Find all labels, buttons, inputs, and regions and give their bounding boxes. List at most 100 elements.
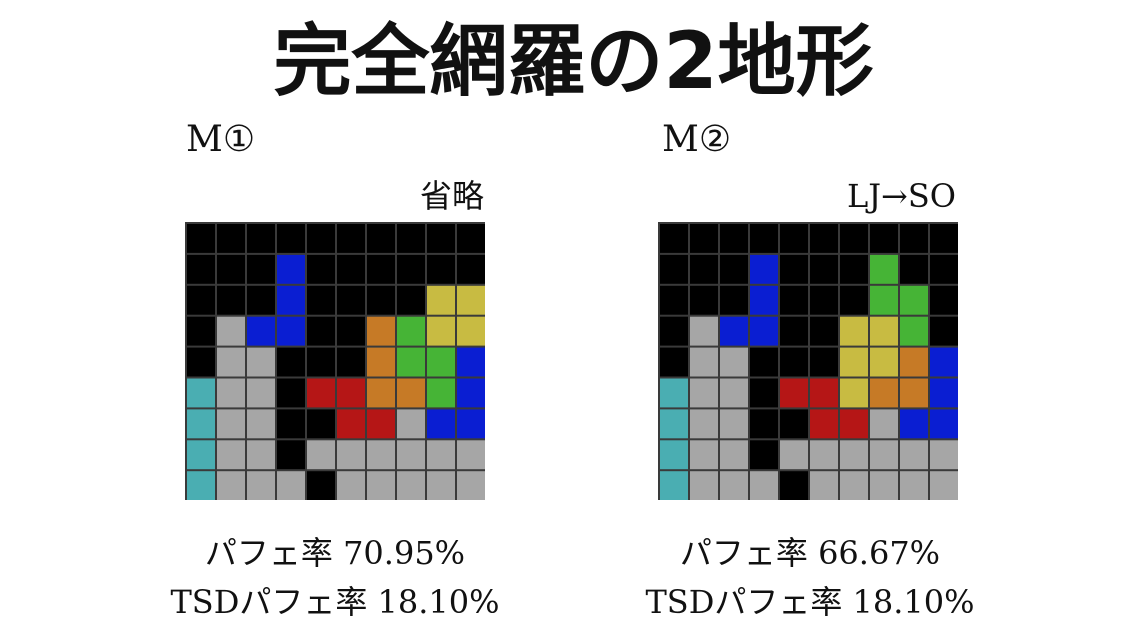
board-cell <box>337 347 365 377</box>
board-cell <box>277 285 305 315</box>
board-cell <box>780 254 808 284</box>
board-cell <box>870 409 898 439</box>
board-cell <box>780 409 808 439</box>
board-cell <box>660 347 688 377</box>
board-cell <box>397 471 425 500</box>
board-cell <box>780 224 808 253</box>
tetris-board <box>658 222 958 500</box>
board-cell <box>810 440 838 470</box>
board-cell <box>690 316 718 346</box>
board-cell <box>397 285 425 315</box>
board-cell <box>930 409 958 439</box>
board-cell <box>750 347 778 377</box>
board-cell <box>427 316 455 346</box>
board-cell <box>457 440 485 470</box>
board-cell <box>277 440 305 470</box>
board-cell <box>457 409 485 439</box>
board-cell <box>780 285 808 315</box>
board-cell <box>690 224 718 253</box>
board-cell <box>307 347 335 377</box>
board-cell <box>187 440 215 470</box>
board-cell <box>750 316 778 346</box>
board-cell <box>810 254 838 284</box>
board-cell <box>427 440 455 470</box>
board-cell <box>337 316 365 346</box>
board-cell <box>810 224 838 253</box>
board-cell <box>187 254 215 284</box>
board-cell <box>457 471 485 500</box>
board-cell <box>277 347 305 377</box>
board-cell <box>900 224 928 253</box>
board-cell <box>367 316 395 346</box>
board-cell <box>427 285 455 315</box>
board-cell <box>247 378 275 408</box>
board-cell <box>397 347 425 377</box>
board-cell <box>750 471 778 500</box>
board-cell <box>247 254 275 284</box>
board-cell <box>247 471 275 500</box>
board-cell <box>690 440 718 470</box>
board-cell <box>720 347 748 377</box>
perfect-clear-rate: パフェ率 70.95% <box>204 534 466 572</box>
board-cell <box>307 316 335 346</box>
board-cell <box>720 378 748 408</box>
tsd-perfect-clear-rate: TSDパフェ率 18.10% <box>170 583 500 621</box>
board-cell <box>840 224 868 253</box>
board-cell <box>720 409 748 439</box>
tsd-perfect-clear-rate: TSDパフェ率 18.10% <box>645 583 975 621</box>
board-cell <box>900 440 928 470</box>
board-cell <box>900 409 928 439</box>
board-cell <box>427 471 455 500</box>
board-cell <box>690 409 718 439</box>
board-cell <box>840 440 868 470</box>
board-cell <box>307 440 335 470</box>
board-cell <box>660 378 688 408</box>
board-cell <box>840 285 868 315</box>
panel-label: M② <box>662 119 732 160</box>
board-cell <box>397 224 425 253</box>
board-cell <box>780 378 808 408</box>
tetris-board <box>185 222 485 500</box>
board-cell <box>660 224 688 253</box>
board-cell <box>397 440 425 470</box>
board-cell <box>307 224 335 253</box>
board-cell <box>367 224 395 253</box>
board-cell <box>457 224 485 253</box>
panel-m1: M① 省略 パフェ率 70.95% TSDパフェ率 18.10% <box>0 0 499 642</box>
board-cell <box>660 440 688 470</box>
board-cell <box>690 378 718 408</box>
board-cell <box>870 347 898 377</box>
board-cell <box>247 285 275 315</box>
board-cell <box>277 224 305 253</box>
board-cell <box>337 378 365 408</box>
board-cell <box>367 409 395 439</box>
board-cell <box>810 347 838 377</box>
board-cell <box>217 440 245 470</box>
board-grid <box>658 222 958 500</box>
board-cell <box>810 378 838 408</box>
board-cell <box>307 285 335 315</box>
board-cell <box>367 440 395 470</box>
board-cell <box>750 224 778 253</box>
board-cell <box>660 254 688 284</box>
board-cell <box>810 471 838 500</box>
board-cell <box>720 440 748 470</box>
board-cell <box>720 224 748 253</box>
board-cell <box>367 378 395 408</box>
board-cell <box>900 316 928 346</box>
board-cell <box>930 347 958 377</box>
board-cell <box>427 347 455 377</box>
board-cell <box>720 285 748 315</box>
board-cell <box>457 316 485 346</box>
panel-note: LJ→SO <box>846 177 956 215</box>
board-cell <box>427 409 455 439</box>
board-cell <box>187 285 215 315</box>
board-cell <box>900 254 928 284</box>
board-cell <box>427 224 455 253</box>
board-cell <box>720 254 748 284</box>
panel-label: M① <box>186 119 256 160</box>
board-cell <box>217 224 245 253</box>
board-cell <box>217 347 245 377</box>
board-cell <box>750 378 778 408</box>
board-cell <box>810 316 838 346</box>
